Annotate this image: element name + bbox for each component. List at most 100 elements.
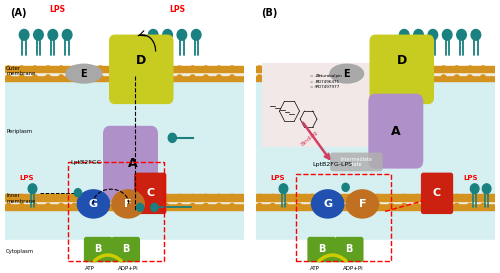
- Circle shape: [388, 66, 394, 72]
- Circle shape: [151, 203, 158, 211]
- Text: Intermediate
state: Intermediate state: [340, 156, 372, 167]
- FancyBboxPatch shape: [368, 94, 424, 169]
- Text: Cytoplasm: Cytoplasm: [6, 249, 34, 254]
- Bar: [5, 203, 244, 210]
- Bar: [5, 239, 244, 270]
- Circle shape: [192, 29, 201, 40]
- Circle shape: [111, 194, 116, 200]
- Circle shape: [58, 66, 64, 72]
- Circle shape: [336, 194, 341, 200]
- Text: LptB2FGC: LptB2FGC: [70, 160, 102, 165]
- Text: LPS: LPS: [270, 175, 284, 181]
- Circle shape: [72, 75, 77, 81]
- Circle shape: [322, 203, 328, 209]
- Circle shape: [375, 194, 380, 200]
- Text: B: B: [346, 244, 353, 254]
- Circle shape: [177, 66, 182, 72]
- Circle shape: [310, 203, 315, 209]
- Circle shape: [32, 66, 38, 72]
- Text: B: B: [94, 244, 102, 254]
- Text: G: G: [89, 199, 98, 209]
- Text: LPS: LPS: [169, 5, 185, 14]
- Bar: [256, 201, 495, 203]
- Bar: [256, 203, 495, 210]
- Circle shape: [296, 66, 302, 72]
- Circle shape: [28, 184, 37, 194]
- Text: A: A: [128, 157, 138, 170]
- Circle shape: [402, 203, 407, 209]
- Circle shape: [270, 66, 276, 72]
- Text: = -OH: = -OH: [310, 74, 322, 78]
- Bar: [5, 75, 244, 81]
- Circle shape: [349, 203, 354, 209]
- Circle shape: [124, 75, 130, 81]
- Circle shape: [402, 194, 407, 200]
- Circle shape: [230, 203, 234, 209]
- Circle shape: [414, 194, 420, 200]
- Text: LptB2FG-LPS: LptB2FG-LPS: [312, 162, 352, 167]
- Circle shape: [283, 194, 288, 200]
- Circle shape: [349, 66, 354, 72]
- Circle shape: [150, 194, 156, 200]
- Circle shape: [98, 66, 103, 72]
- Text: ATP: ATP: [310, 266, 320, 271]
- Circle shape: [85, 75, 90, 81]
- Circle shape: [342, 183, 349, 191]
- Circle shape: [19, 203, 24, 209]
- Circle shape: [402, 66, 407, 72]
- Circle shape: [480, 203, 486, 209]
- Text: ADP+Pi: ADP+Pi: [342, 266, 363, 271]
- Circle shape: [216, 75, 222, 81]
- FancyBboxPatch shape: [109, 35, 174, 104]
- Circle shape: [362, 203, 368, 209]
- FancyBboxPatch shape: [103, 126, 158, 201]
- Text: D: D: [396, 54, 407, 67]
- Circle shape: [6, 203, 11, 209]
- Circle shape: [46, 194, 51, 200]
- Circle shape: [400, 29, 409, 40]
- Circle shape: [283, 66, 288, 72]
- Circle shape: [203, 194, 208, 200]
- Text: LPS: LPS: [20, 175, 34, 181]
- Circle shape: [177, 194, 182, 200]
- Circle shape: [362, 66, 368, 72]
- Text: RO7496471: RO7496471: [316, 80, 340, 84]
- Text: D: D: [136, 54, 146, 67]
- Circle shape: [85, 194, 90, 200]
- Circle shape: [428, 75, 433, 81]
- Circle shape: [72, 203, 77, 209]
- Circle shape: [124, 203, 130, 209]
- Bar: [5, 66, 244, 72]
- Circle shape: [375, 75, 380, 81]
- FancyBboxPatch shape: [308, 237, 336, 262]
- Bar: [5, 3, 244, 66]
- Circle shape: [177, 75, 182, 81]
- Circle shape: [164, 203, 169, 209]
- Circle shape: [402, 75, 407, 81]
- Circle shape: [322, 66, 328, 72]
- Circle shape: [296, 194, 302, 200]
- Circle shape: [19, 75, 24, 81]
- Ellipse shape: [312, 190, 344, 218]
- Circle shape: [471, 29, 480, 40]
- Circle shape: [216, 194, 222, 200]
- Circle shape: [85, 66, 90, 72]
- Text: Inner
membrane: Inner membrane: [6, 193, 36, 204]
- Circle shape: [138, 66, 142, 72]
- Circle shape: [349, 194, 354, 200]
- Circle shape: [46, 203, 51, 209]
- Circle shape: [124, 194, 130, 200]
- Circle shape: [468, 66, 472, 72]
- Circle shape: [454, 66, 460, 72]
- Circle shape: [454, 194, 460, 200]
- Circle shape: [336, 66, 341, 72]
- Bar: [5, 72, 244, 75]
- Circle shape: [32, 194, 38, 200]
- Circle shape: [428, 66, 433, 72]
- Circle shape: [283, 203, 288, 209]
- Ellipse shape: [112, 190, 144, 218]
- Text: Zosurabalpin: Zosurabalpin: [316, 74, 342, 78]
- Bar: [5, 194, 244, 201]
- Circle shape: [257, 194, 262, 200]
- Circle shape: [257, 66, 262, 72]
